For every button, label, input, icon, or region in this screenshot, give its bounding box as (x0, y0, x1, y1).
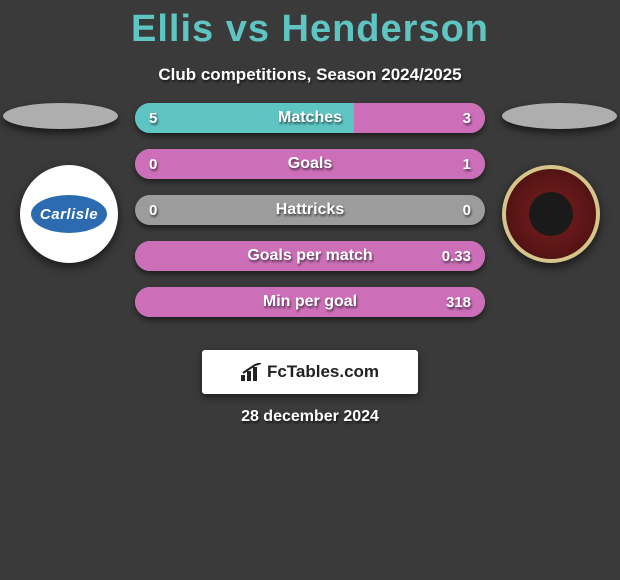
left-club-badge: Carlisle (20, 165, 118, 263)
stat-rows: 53Matches 01Goals 00Hattricks 0.33Goals per… (135, 103, 485, 333)
right-club-badge (502, 165, 600, 263)
stat-row: 53Matches (135, 103, 485, 133)
stat-row: 318Min per goal (135, 287, 485, 317)
stat-label: Goals (135, 149, 485, 179)
site-logo[interactable]: FcTables.com (202, 350, 418, 394)
subtitle: Club competitions, Season 2024/2025 (0, 65, 620, 85)
stat-label: Min per goal (135, 287, 485, 317)
right-player-head (502, 103, 617, 129)
page-title: Ellis vs Henderson (0, 0, 620, 51)
stat-row: 01Goals (135, 149, 485, 179)
stat-row: 0.33Goals per match (135, 241, 485, 271)
stat-label: Matches (135, 103, 485, 133)
right-club-badge-text (529, 192, 573, 236)
stat-label: Goals per match (135, 241, 485, 271)
left-player-head (3, 103, 118, 129)
chart-icon (241, 363, 263, 381)
match-date: 28 december 2024 (0, 408, 620, 426)
site-logo-text: FcTables.com (267, 362, 379, 382)
stat-label: Hattricks (135, 195, 485, 225)
comparison-arena: Carlisle 53Matches 01Goals 00Hattricks 0.33… (0, 103, 620, 343)
right-club-badge-inner (529, 192, 573, 236)
stat-row: 00Hattricks (135, 195, 485, 225)
left-club-badge-text: Carlisle (31, 195, 107, 233)
